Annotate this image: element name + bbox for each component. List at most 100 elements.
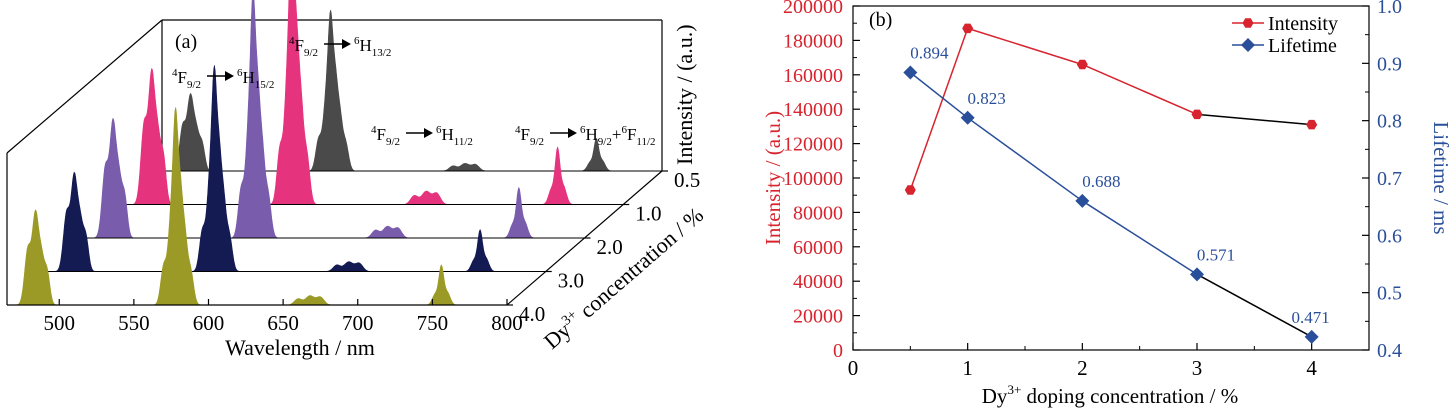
- a-z-tick-label-4.0: 4.0: [519, 302, 545, 326]
- b-left-tick-label-200000: 200000: [783, 0, 843, 18]
- panel-a-spectra: [7, 0, 662, 306]
- panel-b-x-axis-label: Dy3+ doping concentration / %: [982, 382, 1238, 408]
- svg-text:4F9/2: 4F9/2: [289, 35, 318, 59]
- intensity-line-segment: [1082, 63, 1198, 116]
- b-right-tick-label-1.0: 1.0: [1377, 0, 1402, 18]
- panel-a-label: (a): [175, 31, 197, 53]
- lifetime-line-segment: [967, 117, 1083, 202]
- lifetime-data-label: 0.471: [1292, 308, 1330, 327]
- legend-marker-lifetime: [1241, 38, 1255, 52]
- panel-b-label: (b): [869, 9, 892, 31]
- b-left-tick-label-80000: 80000: [793, 202, 843, 224]
- a-x-tick-label-500: 500: [43, 311, 75, 335]
- b-right-tick-label-0.8: 0.8: [1377, 111, 1402, 133]
- transition-arrowhead-3: [424, 128, 433, 138]
- a-x-tick-label-700: 700: [342, 311, 374, 335]
- panel-a-frame: [6, 19, 663, 305]
- intensity-line-segment: [909, 28, 969, 191]
- b-x-tick-label-4: 4: [1306, 356, 1317, 380]
- b-left-tick-label-180000: 180000: [783, 30, 843, 52]
- b-x-tick-label-1: 1: [962, 356, 973, 380]
- svg-text:6H9/2+6F11/2: 6H9/2+6F11/2: [580, 124, 656, 148]
- b-right-tick-label-0.7: 0.7: [1377, 168, 1402, 190]
- panel-b-line-chart: 0 1 2 3 4 0 20000 40000 60000 80000 100000 120000 1…: [761, 0, 1453, 408]
- lifetime-data-label: 0.571: [1197, 245, 1235, 264]
- spectrum-1.0: [123, 0, 624, 205]
- spectrum-0.5: [162, 9, 662, 172]
- transition-label-2: 4F9/2 6H13/2: [289, 35, 391, 59]
- lifetime-point: [903, 65, 918, 80]
- b-left-tick-label-40000: 40000: [793, 271, 843, 293]
- panel-b-x-ticks: 0 1 2 3 4: [848, 343, 1317, 380]
- intensity-line-segment: [967, 27, 1083, 66]
- intensity-point: [904, 185, 916, 195]
- panel-b-left-y-ticks: 0 20000 40000 60000 80000 100000 120000 140000 1…: [783, 0, 860, 362]
- b-right-tick-label-0.5: 0.5: [1377, 283, 1402, 305]
- b-right-tick-label-0.6: 0.6: [1377, 225, 1402, 247]
- panel-a-x-axis-label: Wavelength / nm: [225, 335, 375, 360]
- panel-a-transition-labels: 4F9/2 6H15/2 4F9/2 6H13/2 4F9/2 6H11/2 4F9/2 6H…: [172, 35, 656, 148]
- a-z-tick-label-2.0: 2.0: [597, 235, 623, 259]
- svg-text:6H13/2: 6H13/2: [354, 35, 391, 59]
- transition-arrowhead-2: [342, 39, 351, 49]
- panel-a-y-axis-label: Intensity / (a.u.): [672, 24, 697, 165]
- lifetime-data-label: 0.894: [910, 44, 949, 63]
- transition-arrowhead-1: [225, 71, 234, 81]
- b-left-tick-label-140000: 140000: [783, 99, 843, 121]
- b-left-tick-label-60000: 60000: [793, 237, 843, 259]
- a-x-tick-label-600: 600: [193, 311, 225, 335]
- a-x-tick-label-650: 650: [267, 311, 299, 335]
- a-x-tick-label-750: 750: [417, 311, 449, 335]
- transition-label-1: 4F9/2 6H15/2: [172, 67, 274, 91]
- svg-text:4F9/2: 4F9/2: [371, 124, 400, 148]
- a-z-tick-label-0.5: 0.5: [674, 168, 700, 192]
- b-x-tick-label-2: 2: [1077, 356, 1088, 380]
- legend-marker-intensity: [1242, 18, 1254, 28]
- lifetime-point: [960, 110, 975, 125]
- a-z-tick-label-3.0: 3.0: [558, 269, 584, 293]
- b-right-tick-label-0.9: 0.9: [1377, 53, 1402, 75]
- panel-a-waterfall-chart: 500 550 600 650 700 750 800 0.5 1.0 2.0 3.0 4.0 Wa…: [6, 0, 708, 360]
- legend-label-lifetime: Lifetime: [1268, 35, 1337, 57]
- svg-text:6H15/2: 6H15/2: [237, 67, 274, 91]
- intensity-point: [1306, 119, 1318, 130]
- panel-b-series: 0.894 0.823 0.688 0.571 0.471: [903, 23, 1330, 344]
- b-left-tick-label-100000: 100000: [783, 168, 843, 190]
- b-left-tick-label-20000: 20000: [793, 306, 843, 328]
- panel-b-right-y-ticks: 0.4 0.5 0.6 0.7 0.8 0.9 1.0: [1362, 0, 1402, 362]
- lifetime-point: [1075, 193, 1090, 208]
- a-x-tick-label-550: 550: [118, 311, 150, 335]
- transition-label-4: 4F9/2 6H9/2+6F11/2: [515, 124, 656, 148]
- b-right-tick-label-0.4: 0.4: [1377, 340, 1402, 362]
- lifetime-line-segment: [1081, 200, 1198, 275]
- panel-a-x-ticks: 500 550 600 650 700 750 800: [43, 299, 523, 335]
- b-x-tick-label-0: 0: [848, 356, 859, 380]
- svg-text:6H11/2: 6H11/2: [436, 124, 473, 148]
- b-left-tick-label-120000: 120000: [783, 134, 843, 156]
- lifetime-line-segment: [909, 71, 969, 119]
- lifetime-point: [1190, 267, 1204, 282]
- intensity-point: [962, 23, 974, 34]
- lifetime-data-label: 0.688: [1082, 172, 1120, 191]
- transition-arrowhead-4: [568, 128, 577, 138]
- b-x-tick-label-3: 3: [1192, 356, 1203, 380]
- svg-text:4F9/2: 4F9/2: [172, 67, 201, 91]
- intensity-point: [1191, 109, 1203, 120]
- panel-b-left-y-axis-label: Intensity / (a.u.): [761, 111, 785, 245]
- intensity-line-segment: [1196, 113, 1312, 126]
- a-z-tick-label-1.0: 1.0: [635, 202, 661, 226]
- lifetime-line-segment: [1196, 273, 1313, 338]
- b-left-tick-label-0: 0: [833, 340, 843, 362]
- intensity-point: [1076, 59, 1088, 70]
- panel-a-z-ticks: 0.5 1.0 2.0 3.0 4.0: [507, 168, 700, 326]
- lifetime-point: [1304, 329, 1319, 344]
- svg-text:4F9/2: 4F9/2: [515, 124, 544, 148]
- legend-label-intensity: Intensity: [1268, 13, 1338, 35]
- b-left-tick-label-160000: 160000: [783, 65, 843, 87]
- lifetime-data-label: 0.823: [968, 89, 1006, 108]
- a-x-tick-label-800: 800: [491, 311, 523, 335]
- transition-label-3: 4F9/2 6H11/2: [371, 124, 473, 148]
- panel-b-right-y-axis-label: Lifetime / ms: [1429, 121, 1453, 234]
